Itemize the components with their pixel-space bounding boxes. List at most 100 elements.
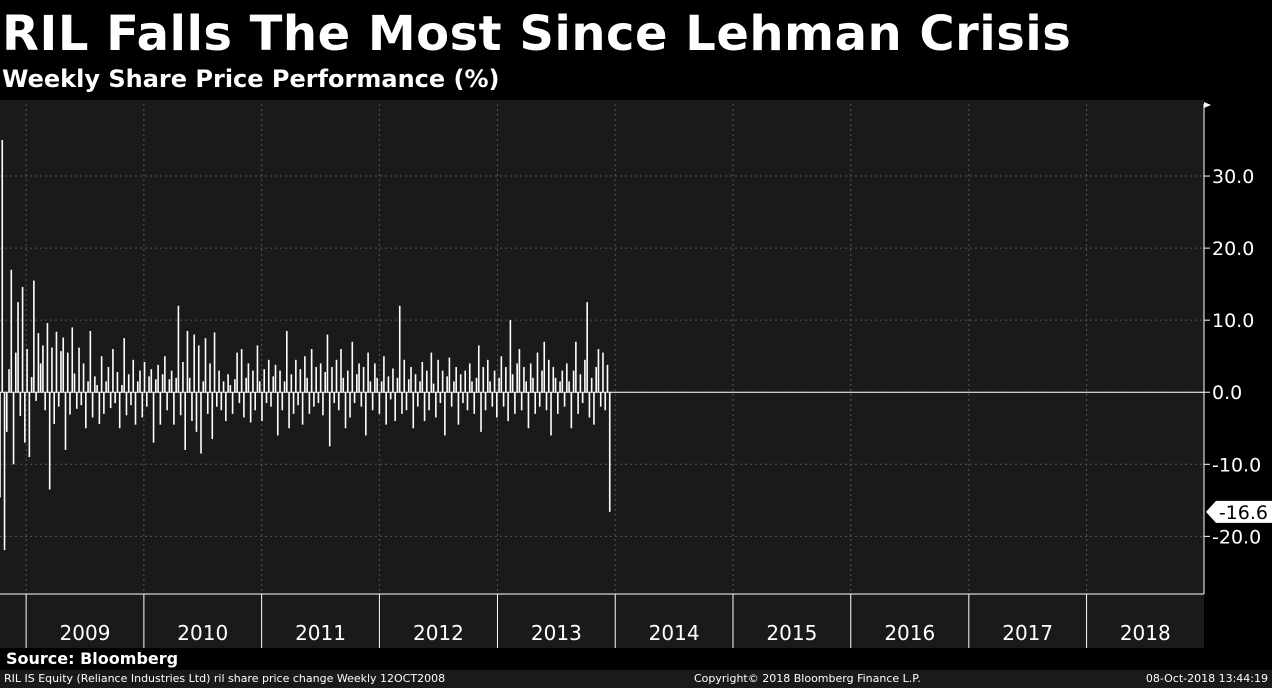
bar xyxy=(26,349,28,393)
x-tick-label: 2010 xyxy=(177,621,228,645)
bar xyxy=(529,363,532,393)
bar xyxy=(480,392,482,432)
bar xyxy=(584,359,586,393)
bar xyxy=(258,381,261,393)
bar xyxy=(39,363,42,393)
bar xyxy=(100,356,103,393)
bar xyxy=(453,381,455,393)
bar xyxy=(545,392,548,411)
bar xyxy=(538,392,541,407)
bar xyxy=(459,374,462,393)
bar xyxy=(206,392,209,414)
bar xyxy=(344,392,347,429)
bar xyxy=(155,379,157,393)
bar xyxy=(489,381,491,393)
bar xyxy=(297,392,299,406)
bar xyxy=(12,392,15,465)
bar xyxy=(572,370,575,393)
bar xyxy=(0,392,1,498)
bar xyxy=(315,367,317,393)
bar xyxy=(520,392,523,411)
bar xyxy=(125,392,128,416)
bar xyxy=(405,392,408,411)
bar xyxy=(310,349,313,393)
bar xyxy=(3,392,6,551)
bar xyxy=(94,376,96,393)
bar xyxy=(414,374,417,393)
bar xyxy=(466,392,469,411)
bar xyxy=(444,392,446,436)
bar xyxy=(116,372,119,393)
bar xyxy=(127,374,130,393)
bar xyxy=(448,357,451,393)
bar xyxy=(428,392,430,411)
y-axis-arrow xyxy=(1204,102,1211,108)
bar xyxy=(229,385,232,393)
bar xyxy=(385,392,387,425)
bar xyxy=(107,367,110,393)
bar xyxy=(1,140,4,393)
bar xyxy=(157,364,159,393)
bar xyxy=(328,392,331,447)
bar xyxy=(238,392,241,404)
bar xyxy=(80,392,83,406)
bar xyxy=(177,305,180,393)
bar xyxy=(141,392,144,418)
bars xyxy=(0,140,611,551)
bar xyxy=(66,352,69,393)
bar xyxy=(175,377,177,393)
y-tick-label: -20.0 xyxy=(1212,526,1261,548)
bar xyxy=(383,356,385,393)
bar xyxy=(71,327,74,393)
y-tick-label: 0.0 xyxy=(1212,382,1242,404)
bar xyxy=(225,392,227,422)
bar xyxy=(430,352,433,393)
bar xyxy=(527,392,530,429)
source-note: Source: Bloomberg xyxy=(6,649,179,668)
bar xyxy=(168,379,171,393)
bar xyxy=(441,370,444,393)
bar xyxy=(423,392,426,422)
bar xyxy=(554,377,557,393)
bar xyxy=(394,392,397,422)
bar xyxy=(437,359,439,393)
bar xyxy=(82,363,85,393)
bar xyxy=(123,338,126,393)
bar xyxy=(48,392,51,490)
bar xyxy=(281,392,284,411)
bar xyxy=(511,374,514,393)
bar xyxy=(498,377,500,393)
bar xyxy=(324,372,326,393)
bar xyxy=(234,379,236,393)
bar xyxy=(396,377,399,393)
bar xyxy=(387,376,390,393)
bar xyxy=(288,392,290,429)
bar xyxy=(276,392,279,436)
x-tick-label: 2011 xyxy=(295,621,346,645)
bar xyxy=(96,385,98,393)
bar xyxy=(407,379,410,393)
bar xyxy=(593,392,595,425)
bar-chart: -20.0-10.00.010.020.030.0 2009 2010 2011 20… xyxy=(0,100,1272,648)
bar xyxy=(367,352,369,393)
bar xyxy=(143,361,146,393)
bar xyxy=(371,392,374,411)
y-tick-label: -10.0 xyxy=(1212,454,1261,476)
x-tick-label: 2009 xyxy=(60,621,111,645)
bar xyxy=(570,392,573,429)
bar xyxy=(215,392,218,407)
bar xyxy=(319,363,322,393)
y-axis-ticks: -20.0 -10.0 0.0 10.0 20.0 30.0 xyxy=(1204,166,1261,548)
bar xyxy=(306,377,308,393)
bar xyxy=(105,381,107,393)
bar xyxy=(599,392,602,407)
bar xyxy=(114,392,116,404)
bar xyxy=(331,367,333,393)
bar xyxy=(602,352,604,393)
bar xyxy=(161,374,164,393)
bar xyxy=(376,377,378,393)
bar xyxy=(486,359,489,393)
bar xyxy=(118,392,121,429)
bar xyxy=(73,373,76,393)
bar xyxy=(342,377,345,393)
